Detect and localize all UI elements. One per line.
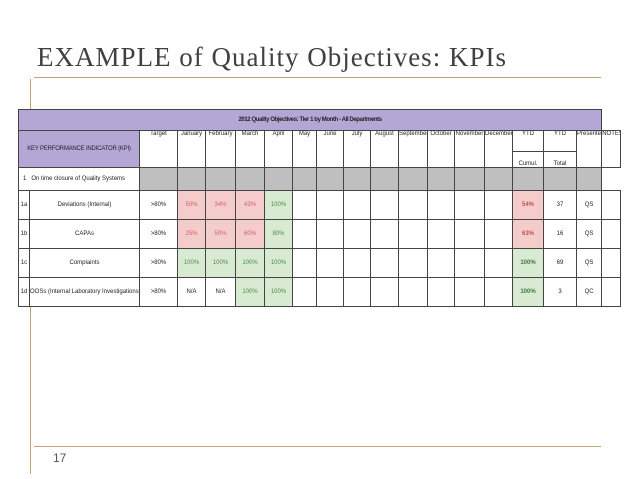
table-row: 1a Deviations (Internal) >80% 50% 34% 43… xyxy=(18,190,621,220)
col-header-june: June xyxy=(316,130,344,168)
row-number: 1c xyxy=(18,248,30,278)
month-value: 100% xyxy=(235,277,265,307)
col-header-january: January xyxy=(177,130,206,168)
month-value: 100% xyxy=(264,248,293,278)
month-value: 60% xyxy=(235,219,265,249)
kpi-column-header: KEY PERFORMANCE INDICATOR (KPI) xyxy=(18,130,140,168)
month-value: N/A xyxy=(177,277,206,307)
col-header-february: February xyxy=(205,130,236,168)
slide-title: EXAMPLE of Quality Objectives: KPIs xyxy=(37,42,507,72)
table-row: 1b CAPAs >80% 25% 50% 60% 80% 63% 16 QS xyxy=(18,219,621,249)
ytd-total-value: 37 xyxy=(543,190,577,220)
col-header-october: October xyxy=(427,130,455,168)
ytd-cumul-value: 100% xyxy=(512,248,544,278)
month-value: 25% xyxy=(177,219,206,249)
page-number: 17 xyxy=(53,451,67,465)
row-number: 1d xyxy=(18,277,30,307)
table-title: 2012 Quality Objectives: Tier 1 by Month… xyxy=(17,109,603,131)
col-header-presenter: Presenter xyxy=(575,130,603,168)
col-header-ytd-total: YTD xyxy=(543,130,577,152)
month-value: 50% xyxy=(177,190,206,220)
kpi-label: OOSs (Internal Laboratory Investigations… xyxy=(29,277,140,307)
month-value: 50% xyxy=(205,219,236,249)
month-value: 100% xyxy=(177,248,206,278)
row-number: 1a xyxy=(18,190,30,220)
footer-divider xyxy=(34,446,601,447)
presenter-value: QS xyxy=(575,248,603,278)
ytd-cumul-value: 63% xyxy=(512,219,544,249)
month-value: 100% xyxy=(264,277,293,307)
title-divider xyxy=(34,77,601,78)
month-value: 100% xyxy=(264,190,293,220)
col-header-august: August xyxy=(370,130,399,168)
col-header-march: March xyxy=(235,130,265,168)
kpi-table-container: 2012 Quality Objectives: Tier 1 by Month… xyxy=(17,109,621,307)
month-value: N/A xyxy=(205,277,236,307)
kpi-label: CAPAs xyxy=(29,219,140,249)
col-header-notes: NOTES xyxy=(601,130,621,168)
section-title: On time closure of Quality Systems xyxy=(31,176,126,182)
table-row: 1c Complaints >80% 100% 100% 100% 100% 1… xyxy=(18,248,621,278)
month-value: 34% xyxy=(205,190,236,220)
section-label: 1 On time closure of Quality Systems xyxy=(18,167,140,191)
presenter-value: QS xyxy=(575,219,603,249)
kpi-label: Deviations (Internal) xyxy=(29,190,140,220)
ytd-total-value: 3 xyxy=(543,277,577,307)
col-subheader-total: Total xyxy=(543,151,577,168)
month-value: 80% xyxy=(264,219,293,249)
kpi-label: Complaints xyxy=(29,248,140,278)
section-row: 1 On time closure of Quality Systems xyxy=(18,167,621,191)
col-header-april: April xyxy=(264,130,293,168)
row-number: 1b xyxy=(18,219,30,249)
month-value: 43% xyxy=(235,190,265,220)
target-value: >80% xyxy=(139,190,178,220)
presenter-value: QC xyxy=(575,277,603,307)
col-header-may: May xyxy=(292,130,317,168)
month-value: 100% xyxy=(235,248,265,278)
table-row: 1d OOSs (Internal Laboratory Investigati… xyxy=(18,277,621,307)
col-header-september: September xyxy=(398,130,428,168)
section-number: 1 xyxy=(23,176,27,182)
target-value: >80% xyxy=(139,248,178,278)
col-header-july: July xyxy=(343,130,371,168)
col-header-ytd-cumul: YTD xyxy=(512,130,544,152)
col-header-november: November xyxy=(454,130,485,168)
target-value: >80% xyxy=(139,277,178,307)
col-header-december: December xyxy=(484,130,513,168)
col-subheader-cumul: Cumul. xyxy=(512,151,544,168)
ytd-total-value: 69 xyxy=(543,248,577,278)
col-header-target: Target xyxy=(139,130,178,168)
ytd-total-value: 16 xyxy=(543,219,577,249)
kpi-table: 2012 Quality Objectives: Tier 1 by Month… xyxy=(17,109,621,307)
presenter-value: QS xyxy=(575,190,603,220)
month-value: 100% xyxy=(205,248,236,278)
target-value: >80% xyxy=(139,219,178,249)
ytd-cumul-value: 54% xyxy=(512,190,544,220)
ytd-cumul-value: 100% xyxy=(512,277,544,307)
